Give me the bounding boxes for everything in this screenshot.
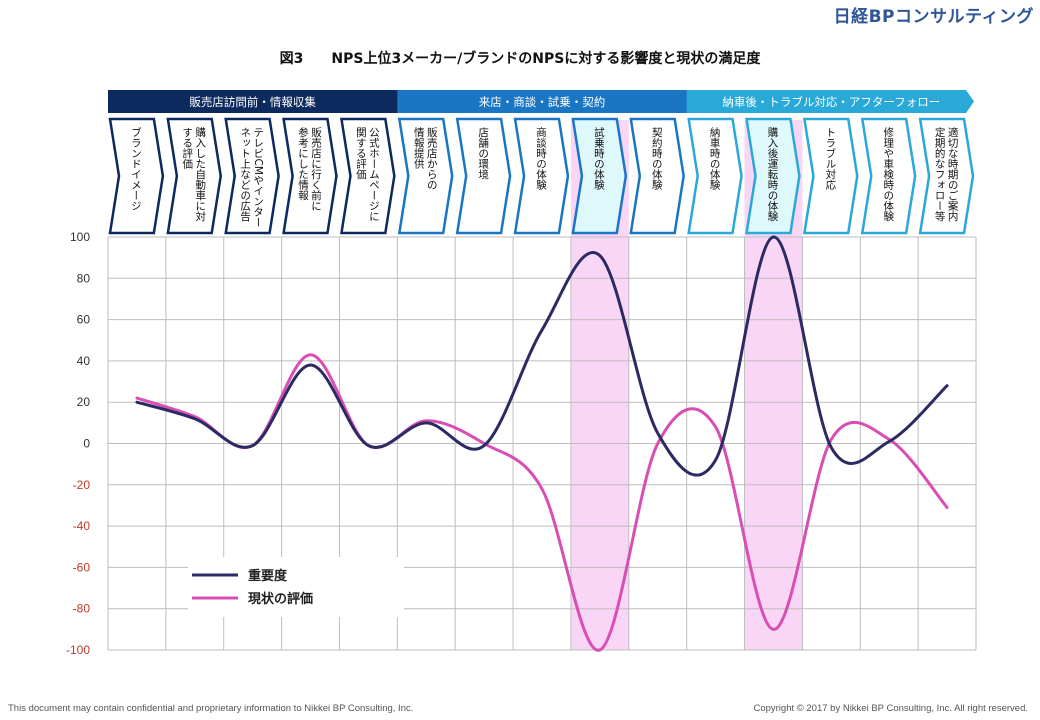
series-lines (135, 235, 949, 652)
brand-logo: 日経BPコンサルティング (833, 7, 1034, 27)
category-label: 契約時の体験 (651, 126, 663, 191)
legend-label-current: 現状の評価 (248, 591, 313, 607)
category-chevron (166, 117, 222, 235)
chart-title: 図3 NPS上位3メーカー/ブランドのNPSに対する影響度と現状の満足度 (279, 51, 761, 67)
category-chevron (802, 117, 859, 235)
category-label: 購入した自動車に対 (194, 126, 206, 221)
category-chevron (629, 117, 685, 235)
series-line-current (135, 353, 949, 652)
y-tick-label: 0 (83, 437, 90, 451)
category-label: 販売店に行く前に (310, 127, 322, 211)
y-tick-label: -60 (73, 560, 91, 574)
category-label: 参考にした情報 (297, 126, 309, 201)
category-chevron (282, 117, 338, 235)
category-label: 公式ホームページに (368, 127, 380, 222)
category-label: 購入後運転時の体験 (766, 126, 778, 222)
category-label: 定期的なフォロー等 (934, 126, 946, 221)
category-chevron (918, 117, 975, 235)
category-label: テレビCMやインター (252, 127, 264, 227)
y-tick-label: 20 (77, 395, 91, 409)
category-chevron (340, 117, 396, 235)
category-chevron (513, 117, 570, 235)
category-label: 納車時の体験 (709, 126, 721, 191)
category-chevron (745, 117, 801, 235)
category-chevron (455, 117, 512, 235)
category-label: する評価 (181, 127, 193, 169)
category-label: 販売店からの (426, 127, 438, 190)
category-chevron (571, 117, 628, 235)
phase-label: 納車後・トラブル対応・アフターフォロー (722, 95, 940, 109)
series-line-importance (135, 235, 949, 477)
category-label: ネット上などの広告 (239, 127, 251, 222)
category-label: トラブル対応 (824, 127, 836, 190)
category-chevron (224, 117, 280, 235)
category-chevron (108, 117, 165, 235)
phase-label: 販売店訪問前・情報収集 (189, 95, 316, 109)
legend-box (188, 557, 404, 617)
y-tick-label: -80 (73, 602, 91, 616)
y-tick-label: 100 (70, 230, 90, 244)
category-label: 店舗の環境 (477, 126, 489, 180)
footer-disclaimer: This document may contain confidential a… (8, 703, 414, 714)
category-label: 情報提供 (413, 126, 425, 170)
category-chevron (397, 117, 454, 235)
y-tick-label: 40 (77, 354, 91, 368)
y-axis-ticks: 100 80 60 40 20 0 -20 -40 -60 -80 -100 (66, 230, 90, 657)
category-label: 関する評価 (355, 127, 367, 180)
category-chevron (860, 117, 917, 235)
category-label: 修理や車検時の体験 (882, 126, 894, 222)
legend-label-importance: 重要度 (248, 568, 288, 584)
phase-band (397, 90, 695, 113)
y-tick-label: -100 (66, 643, 90, 657)
y-tick-label: -40 (73, 519, 91, 533)
chart-svg: 販売店訪問前・情報収集 来店・商談・試乗・契約 納車後・トラブル対応・アフターフォロ… (66, 90, 977, 657)
category-label: 商談時の体験 (535, 126, 547, 191)
category-label: 試乗時の体験 (593, 126, 605, 191)
phase-band (108, 90, 406, 113)
category-label: ブランドイメージ (130, 126, 142, 211)
footer-copyright: Copyright © 2017 by Nikkei BP Consulting… (753, 703, 1028, 714)
category-chevron (687, 117, 743, 235)
legend: 重要度 現状の評価 (188, 557, 404, 617)
category-label: 適切な時期のご案内 (947, 126, 959, 222)
y-tick-label: -20 (73, 478, 91, 492)
phase-label: 来店・商談・試乗・契約 (479, 95, 606, 109)
phase-band (686, 90, 974, 113)
y-tick-label: 80 (77, 271, 91, 285)
y-tick-label: 60 (77, 313, 91, 327)
phase-bands: 販売店訪問前・情報収集 来店・商談・試乗・契約 納車後・トラブル対応・アフターフォロ… (108, 90, 974, 113)
